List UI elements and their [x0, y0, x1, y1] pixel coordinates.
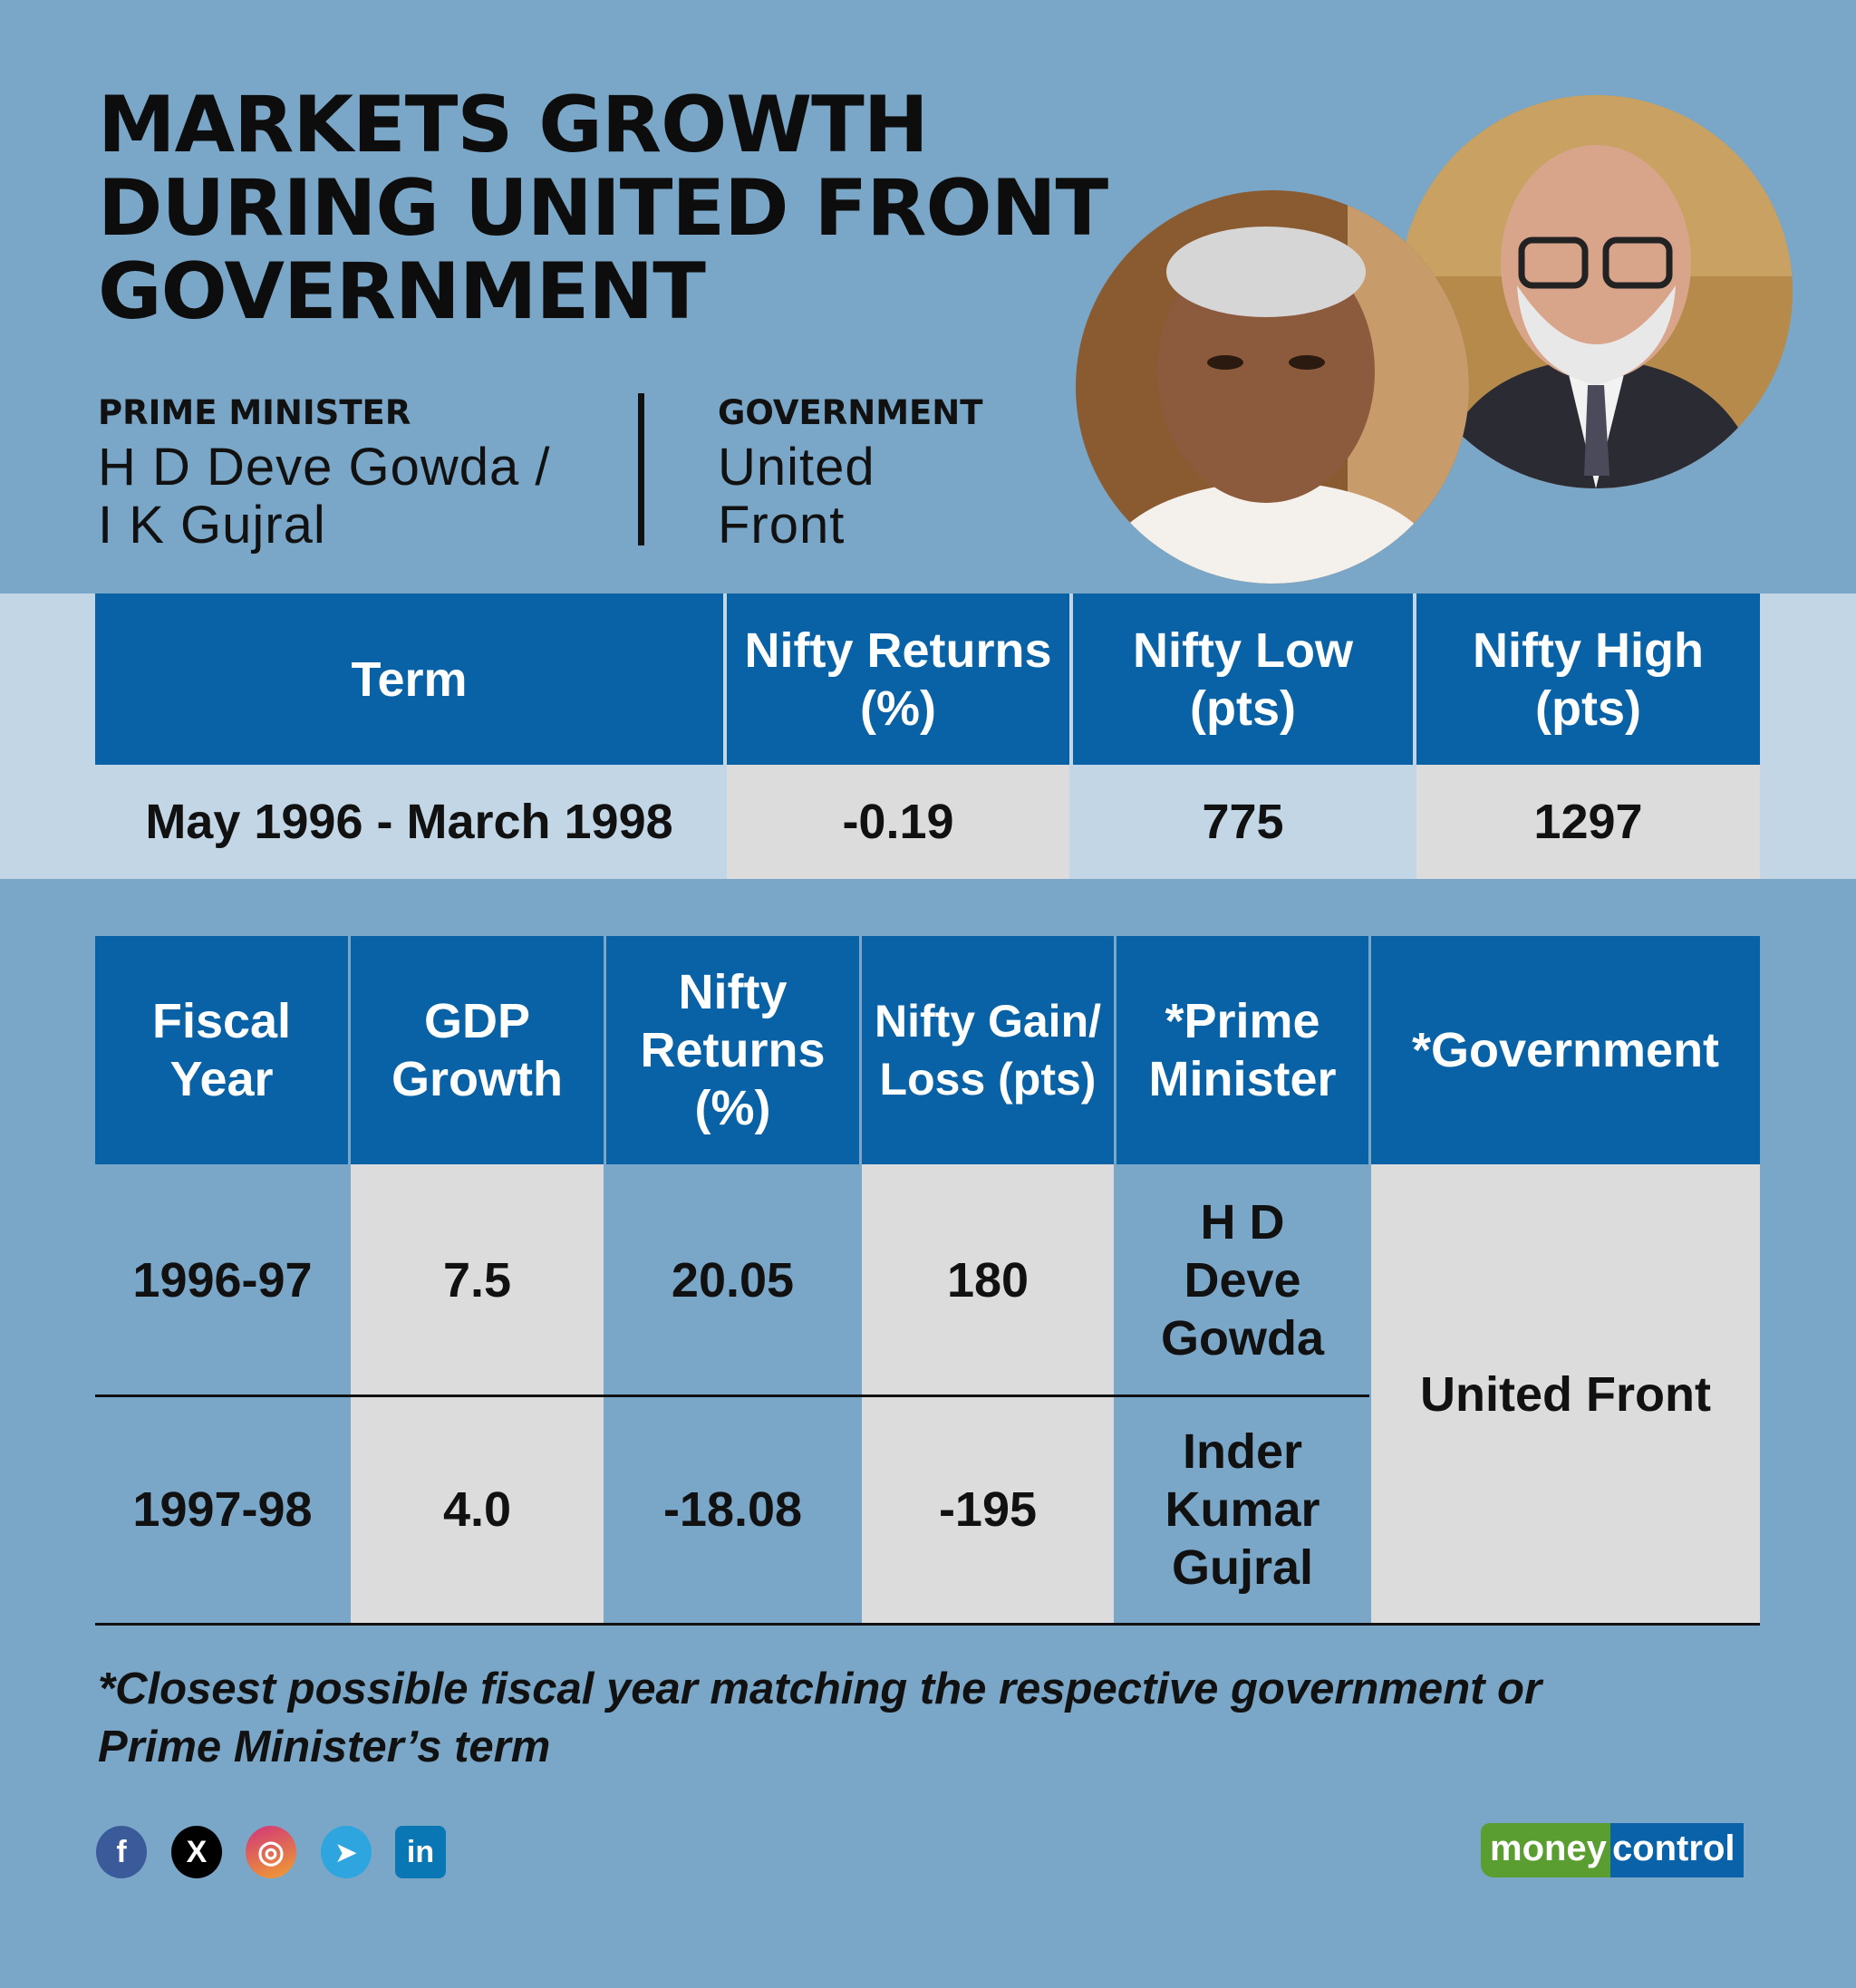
table-bottom-line	[95, 1623, 1760, 1626]
moneycontrol-logo: money control	[1481, 1823, 1745, 1877]
logo-control: control	[1610, 1823, 1745, 1877]
header-government: *Government	[1371, 936, 1760, 1164]
title-line: GOVERNMENT	[98, 246, 706, 337]
header-prime-minister: *Prime Minister	[1116, 936, 1368, 1164]
header-nifty-high: Nifty High (pts)	[1416, 594, 1760, 765]
gov-line: United	[718, 438, 875, 497]
logo-money: money	[1481, 1823, 1610, 1877]
telegram-icon[interactable]: ➤	[321, 1826, 372, 1878]
row-divider	[95, 1394, 1369, 1397]
cell-nifty-returns: -0.19	[727, 765, 1069, 879]
header-nifty-returns: Nifty Returns (%)	[727, 594, 1069, 765]
cell-nifty-high: 1297	[1416, 765, 1760, 879]
header-term: Term	[95, 594, 723, 765]
cell-gain: 180	[862, 1164, 1114, 1395]
cell-government: United Front	[1371, 1164, 1760, 1624]
cell-gain: -195	[862, 1395, 1114, 1624]
header-gdp-growth: GDP Growth	[351, 936, 604, 1164]
linkedin-icon[interactable]: in	[395, 1826, 446, 1878]
footnote: *Closest possible fiscal year matching t…	[98, 1665, 1542, 1771]
page-title: MARKETS GROWTH DURING UNITED FRONT GOVER…	[98, 80, 1108, 337]
title-line: DURING UNITED FRONT	[98, 163, 1108, 254]
gov-line: Front	[718, 496, 846, 555]
pm-line: H D Deve Gowda /	[98, 438, 551, 497]
facebook-icon[interactable]: f	[96, 1826, 147, 1878]
cell-nifty-low: 775	[1202, 795, 1284, 849]
cell-term: May 1996 - March 1998	[145, 795, 673, 849]
government-label: GOVERNMENT	[718, 393, 983, 432]
photo-hd-deve-gowda	[1076, 190, 1469, 584]
title-line: MARKETS GROWTH	[98, 80, 929, 170]
cell-year: 1996-97	[132, 1252, 313, 1308]
cell-gdp: 7.5	[351, 1164, 604, 1395]
cell-year: 1997-98	[132, 1482, 313, 1537]
x-icon[interactable]: X	[171, 1826, 222, 1878]
government-value: United Front	[718, 439, 875, 555]
cell-returns: 20.05	[671, 1252, 795, 1308]
divider	[638, 393, 644, 545]
cell-gdp: 4.0	[351, 1395, 604, 1624]
header-nifty-returns: Nifty Returns (%)	[606, 936, 859, 1164]
header-fiscal-year: Fiscal Year	[95, 936, 348, 1164]
pm-line: I K Gujral	[98, 496, 326, 555]
cell-returns: -18.08	[662, 1482, 803, 1537]
pm-value: H D Deve Gowda / I K Gujral	[98, 439, 551, 555]
instagram-icon[interactable]: ◎	[246, 1826, 296, 1878]
header-nifty-low: Nifty Low (pts)	[1073, 594, 1413, 765]
cell-pm: Inder Kumar Gujral	[1165, 1424, 1320, 1595]
cell-pm: H D Deve Gowda	[1161, 1194, 1325, 1366]
pm-label: PRIME MINISTER	[98, 393, 411, 432]
header-nifty-gain-loss: Nifty Gain/ Loss (pts)	[862, 936, 1114, 1164]
